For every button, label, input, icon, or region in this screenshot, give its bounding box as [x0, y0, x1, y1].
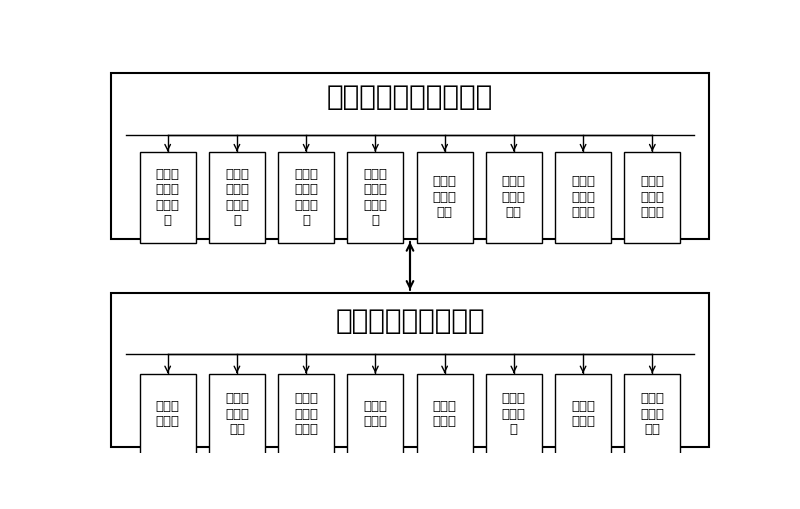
Bar: [347, 152, 403, 243]
Text: 垂直和
水平引
导模块: 垂直和 水平引 导模块: [294, 392, 318, 436]
Text: 飞行导
航模块: 飞行导 航模块: [156, 400, 180, 429]
Bar: [625, 152, 680, 243]
Bar: [111, 293, 709, 447]
Text: 飞行计
划比较
分析模
块: 飞行计 划比较 分析模 块: [294, 167, 318, 227]
Bar: [278, 152, 334, 243]
Text: 电子仪
表显示
模块: 电子仪 表显示 模块: [640, 392, 664, 436]
Text: 便携式
人机接
口模块: 便携式 人机接 口模块: [571, 176, 595, 219]
Bar: [486, 152, 542, 243]
Bar: [209, 152, 265, 243]
Text: 人机接
口模块: 人机接 口模块: [571, 400, 595, 429]
Text: 飞行计
划模块
模块: 飞行计 划模块 模块: [225, 392, 249, 436]
Text: 轨迹预
测模块: 轨迹预 测模块: [363, 400, 387, 429]
Bar: [486, 374, 542, 455]
Text: 起落飞
行性能
计算模
块: 起落飞 行性能 计算模 块: [156, 167, 180, 227]
Bar: [111, 73, 709, 239]
Bar: [417, 374, 473, 455]
Text: 重量平
衡计算
模块: 重量平 衡计算 模块: [433, 176, 457, 219]
Bar: [417, 152, 473, 243]
Text: 导航程
序及其
管理模
块: 导航程 序及其 管理模 块: [225, 167, 249, 227]
Bar: [555, 374, 611, 455]
Text: 空地数
据链模
块: 空地数 据链模 块: [502, 392, 526, 436]
Text: 飞行管理系统处理单元: 飞行管理系统处理单元: [327, 83, 493, 111]
Text: 大屏幕
电子仪
表模块: 大屏幕 电子仪 表模块: [640, 176, 664, 219]
Bar: [555, 152, 611, 243]
Bar: [140, 152, 195, 243]
Bar: [140, 374, 195, 455]
Bar: [347, 374, 403, 455]
Text: 性能计
算模块: 性能计 算模块: [433, 400, 457, 429]
Text: 多功能控制显示单元: 多功能控制显示单元: [335, 306, 485, 334]
Bar: [278, 374, 334, 455]
Bar: [209, 374, 265, 455]
Bar: [625, 374, 680, 455]
Text: 导航设
施辅助
管理: 导航设 施辅助 管理: [502, 176, 526, 219]
Text: 地面滑
行辅助
引导模
块: 地面滑 行辅助 引导模 块: [363, 167, 387, 227]
